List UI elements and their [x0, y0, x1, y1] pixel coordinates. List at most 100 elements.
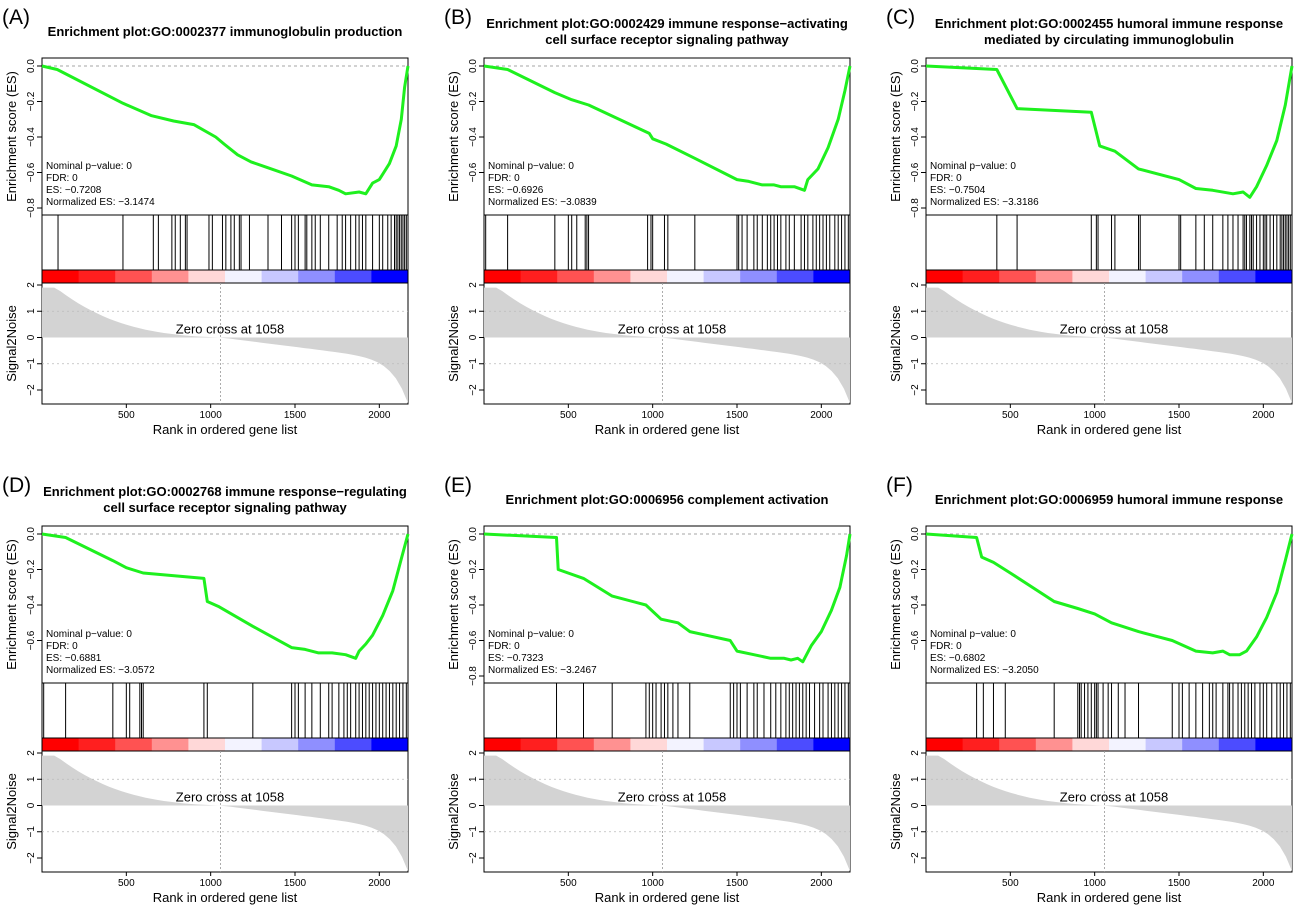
- es-y-tick-label: −0.6: [468, 630, 479, 650]
- rank-color-segment: [1218, 270, 1256, 283]
- metric-y-tick-label: −2: [468, 384, 479, 396]
- panel-letter: (F): [886, 474, 913, 497]
- rank-color-segment: [1035, 738, 1073, 751]
- x-tick-label: 1500: [1168, 878, 1191, 889]
- rank-color-segment: [740, 270, 778, 283]
- es-y-axis-label: Enrichment score (ES): [4, 539, 19, 670]
- stat-es: ES: −0.7208: [46, 185, 102, 196]
- es-y-axis-label: Enrichment score (ES): [888, 71, 903, 202]
- metric-y-tick-label: −1: [26, 826, 37, 838]
- metric-y-tick-label: 2: [910, 750, 921, 756]
- rank-color-segment: [1072, 738, 1110, 751]
- rank-color-segment: [371, 738, 409, 751]
- metric-y-tick-label: 1: [26, 308, 37, 314]
- stat-es: ES: −0.7323: [488, 653, 544, 664]
- stat-fdr: FDR: 0: [46, 173, 78, 184]
- metric-y-tick-label: 2: [468, 750, 479, 756]
- rank-color-segment: [1182, 270, 1220, 283]
- es-y-tick-label: −0.2: [26, 91, 37, 111]
- es-y-tick-label: −0.4: [468, 595, 479, 615]
- es-y-tick-label: 0.0: [26, 59, 37, 73]
- rank-color-segment: [520, 270, 558, 283]
- rank-color-segment: [813, 738, 851, 751]
- metric-y-tick-label: −1: [910, 826, 921, 838]
- x-tick-label: 2000: [810, 410, 833, 421]
- x-tick-label: 500: [560, 410, 577, 421]
- rank-color-segment: [261, 738, 299, 751]
- es-y-tick-label: 0.0: [468, 527, 479, 541]
- stat-es: ES: −0.6926: [488, 185, 544, 196]
- rank-color-segment: [1109, 270, 1147, 283]
- panel-f: (F) Enrichment plot:GO:0006959 humoral im…: [886, 474, 1294, 905]
- x-tick-label: 2000: [810, 878, 833, 889]
- zero-cross-label: Zero cross at 1058: [1060, 789, 1168, 804]
- rank-color-segment: [999, 270, 1037, 283]
- x-tick-label: 2000: [368, 878, 391, 889]
- stat-nominal-p: Nominal p−value: 0: [46, 629, 132, 640]
- rank-color-segment: [926, 270, 964, 283]
- panel-letter: (A): [2, 6, 30, 29]
- es-y-tick-label: −0.6: [26, 630, 37, 650]
- metric-y-axis-label: Signal2Noise: [888, 773, 903, 850]
- metric-y-tick-label: −1: [468, 358, 479, 370]
- es-y-tick-label: −0.4: [910, 595, 921, 615]
- rank-color-segment: [298, 270, 336, 283]
- x-tick-label: 1000: [1084, 410, 1107, 421]
- metric-area: [42, 287, 408, 404]
- stat-fdr: FDR: 0: [930, 173, 962, 184]
- rank-color-segment: [225, 270, 263, 283]
- rank-color-segment: [776, 738, 814, 751]
- es-y-tick-label: −0.2: [468, 91, 479, 111]
- metric-y-tick-label: −2: [468, 852, 479, 864]
- es-curve: [483, 64, 852, 192]
- x-axis-label: Rank in ordered gene list: [595, 890, 740, 905]
- x-tick-label: 500: [118, 878, 135, 889]
- zero-cross-label: Zero cross at 1058: [1060, 321, 1168, 336]
- plot-title-line: mediated by circulating immunoglobulin: [984, 32, 1234, 47]
- stat-nominal-p: Nominal p−value: 0: [930, 161, 1016, 172]
- panel-d: (D) Enrichment plot:GO:0002768 immune res…: [2, 474, 410, 905]
- stat-fdr: FDR: 0: [488, 641, 520, 652]
- plot-title-line: Enrichment plot:GO:0002377 immunoglobuli…: [48, 24, 403, 39]
- rank-color-segment: [78, 738, 116, 751]
- es-y-axis-label: Enrichment score (ES): [446, 71, 461, 202]
- metric-area: [42, 755, 408, 872]
- plot-title-line: cell surface receptor signaling pathway: [545, 32, 789, 47]
- stat-es: ES: −0.7504: [930, 185, 986, 196]
- rank-color-segment: [926, 738, 964, 751]
- x-axis-label: Rank in ordered gene list: [153, 890, 298, 905]
- x-tick-label: 2000: [1252, 410, 1275, 421]
- rank-color-segment: [557, 270, 595, 283]
- es-y-tick-label: −0.6: [468, 162, 479, 182]
- x-tick-label: 1000: [200, 410, 223, 421]
- x-tick-label: 2000: [368, 410, 391, 421]
- rank-color-segment: [520, 738, 558, 751]
- plot-title-line: Enrichment plot:GO:0002429 immune respon…: [486, 16, 848, 31]
- rank-color-segment: [667, 270, 705, 283]
- rank-color-segment: [630, 738, 668, 751]
- zero-cross-label: Zero cross at 1058: [618, 789, 726, 804]
- rank-color-segment: [261, 270, 299, 283]
- metric-y-tick-label: −2: [26, 384, 37, 396]
- metric-y-axis-label: Signal2Noise: [4, 305, 19, 382]
- es-curve: [483, 532, 852, 664]
- x-tick-label: 1500: [726, 410, 749, 421]
- rank-color-segment: [1218, 738, 1256, 751]
- es-y-tick-label: 0.0: [468, 59, 479, 73]
- x-tick-label: 1500: [1168, 410, 1191, 421]
- metric-area: [484, 755, 850, 872]
- rank-color-segment: [593, 738, 631, 751]
- metric-y-tick-label: −2: [910, 384, 921, 396]
- rank-color-segment: [1182, 738, 1220, 751]
- rank-color-segment: [484, 270, 522, 283]
- metric-y-tick-label: 0: [26, 334, 37, 340]
- rank-color-segment: [667, 738, 705, 751]
- hits-frame: [41, 214, 409, 271]
- panel-a: (A) Enrichment plot:GO:0002377 immunoglob…: [2, 6, 410, 437]
- x-tick-label: 1000: [1084, 878, 1107, 889]
- x-tick-label: 1500: [726, 878, 749, 889]
- stat-nes: Normalized ES: −3.2050: [930, 665, 1039, 676]
- stat-nominal-p: Nominal p−value: 0: [930, 629, 1016, 640]
- es-y-axis-label: Enrichment score (ES): [446, 539, 461, 670]
